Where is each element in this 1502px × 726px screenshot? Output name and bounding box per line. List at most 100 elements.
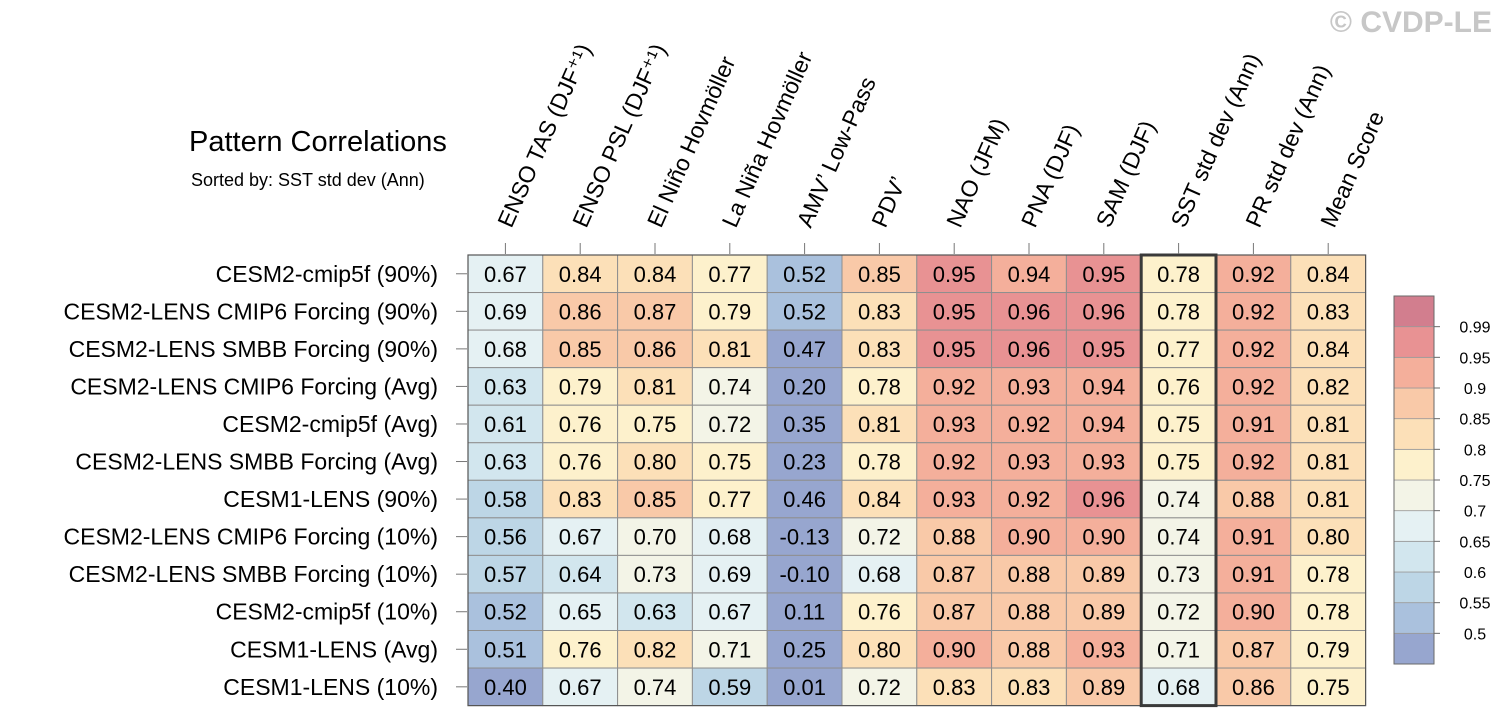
cell-value-label: 0.56	[484, 525, 527, 550]
cell-value-label: 0.23	[783, 450, 826, 475]
colorbar-tick-label: 0.75	[1459, 473, 1490, 490]
cell-value-label: 0.87	[933, 562, 976, 587]
row-label: CESM1-LENS (10%)	[223, 674, 438, 700]
colorbar-segment	[1393, 632, 1435, 665]
cell-value-label: 0.92	[1232, 374, 1275, 399]
cell-value-label: 0.79	[1307, 637, 1350, 662]
row-label: CESM2-LENS CMIP6 Forcing (10%)	[64, 524, 439, 550]
cell-value-label: 0.52	[783, 262, 826, 287]
heatmap-cell	[766, 667, 843, 707]
chart-title: Pattern Correlations	[189, 126, 447, 158]
cell-value-label: 0.73	[1157, 562, 1200, 587]
cell-value-label: 0.68	[858, 562, 901, 587]
heatmap-cell	[1140, 329, 1217, 369]
cell-value-label: 0.89	[1082, 675, 1125, 700]
cell-value-label: 0.01	[783, 675, 826, 700]
heatmap-cell	[1290, 404, 1367, 444]
heatmap-cell	[766, 479, 843, 519]
cell-value-label: 0.78	[1307, 562, 1350, 587]
heatmap-cell	[617, 630, 693, 669]
cell-value-label: 0.89	[1082, 600, 1125, 625]
cell-value-label: 0.73	[634, 562, 677, 587]
heatmap-cell	[841, 404, 918, 444]
column-label: AMV’ Low-Pass	[791, 73, 880, 231]
cell-value-label: 0.90	[1082, 525, 1125, 550]
heatmap-cell	[1215, 667, 1292, 707]
heatmap-cell	[1290, 254, 1367, 294]
highlight-column-outline	[1139, 253, 1218, 708]
cell-value-label: 0.52	[783, 299, 826, 324]
cell-value-label: 0.90	[1232, 600, 1275, 625]
row-label: CESM2-cmip5f (90%)	[216, 261, 438, 287]
cell-value-label: 0.75	[708, 450, 751, 475]
cell-value-label: 0.85	[634, 487, 677, 512]
colorbar-segment	[1393, 295, 1435, 328]
copyright-watermark: © CVDP-LE	[1329, 6, 1492, 39]
cell-value-label: 0.64	[559, 562, 602, 587]
heatmap-cell	[1065, 592, 1142, 632]
heatmap-cell	[991, 517, 1067, 556]
cell-value-label: 0.80	[858, 637, 901, 662]
cell-value-label: 0.92	[1008, 487, 1051, 512]
cell-value-label: 0.83	[1008, 675, 1051, 700]
heatmap-cell	[467, 667, 544, 707]
cell-value-label: 0.92	[1232, 450, 1275, 475]
cell-value-label: 0.83	[559, 487, 602, 512]
heatmap-cell	[542, 479, 619, 519]
cell-value-label: 0.77	[1157, 337, 1200, 362]
cell-value-label: 0.81	[1307, 487, 1350, 512]
cell-value-label: 0.93	[1008, 450, 1051, 475]
colorbar-segment	[1393, 387, 1435, 420]
heatmap-cell	[916, 292, 993, 331]
cell-value-label: 0.83	[1307, 299, 1350, 324]
heatmap-cell	[1065, 292, 1142, 331]
heatmap-cell	[467, 329, 544, 369]
heatmap-cell	[691, 442, 768, 481]
cell-value-label: 0.90	[933, 637, 976, 662]
cell-value-label: 0.68	[1157, 675, 1200, 700]
cell-value-label: 0.92	[1232, 337, 1275, 362]
colorbar-tick-label: 0.65	[1459, 534, 1490, 551]
heatmap-cell	[691, 404, 768, 444]
heatmap-cell	[1215, 292, 1292, 331]
cell-value-label: 0.67	[559, 525, 602, 550]
cell-value-label: 0.63	[634, 600, 677, 625]
heatmap-cell	[1215, 254, 1292, 294]
cell-value-label: 0.92	[933, 374, 976, 399]
cell-value-label: 0.76	[1157, 374, 1200, 399]
colorbar-tick-label: 0.8	[1464, 442, 1486, 459]
row-label: CESM2-LENS CMIP6 Forcing (Avg)	[70, 373, 438, 399]
colorbar-segment	[1393, 540, 1435, 573]
cell-value-label: 0.86	[634, 337, 677, 362]
cell-value-label: 0.81	[708, 337, 751, 362]
cell-value-label: 0.96	[1008, 337, 1051, 362]
cell-value-label: 0.95	[933, 337, 976, 362]
cell-value-label: 0.86	[1232, 675, 1275, 700]
cell-value-label: 0.78	[1307, 600, 1350, 625]
cell-value-label: 0.68	[484, 337, 527, 362]
row-label: CESM2-LENS SMBB Forcing (Avg)	[75, 449, 438, 475]
heatmap-cell	[766, 404, 843, 444]
cell-value-label: 0.46	[783, 487, 826, 512]
heatmap-cell	[991, 442, 1067, 481]
cell-value-label: 0.69	[708, 562, 751, 587]
cell-value-label: 0.94	[1082, 412, 1125, 437]
heatmap-cell	[691, 517, 768, 556]
heatmap-cell	[841, 517, 918, 556]
heatmap-cell	[916, 630, 993, 669]
cell-value-label: 0.91	[1232, 562, 1275, 587]
heatmap-cell	[841, 367, 918, 406]
cell-value-label: 0.63	[484, 450, 527, 475]
cell-value-label: 0.82	[1307, 374, 1350, 399]
cell-value-label: 0.25	[783, 637, 826, 662]
heatmap-cell	[841, 554, 918, 594]
cell-value-label: 0.95	[1082, 262, 1125, 287]
cell-value-label: 0.81	[858, 412, 901, 437]
cell-value-label: 0.72	[858, 525, 901, 550]
heatmap-cell	[542, 592, 619, 632]
cell-value-label: 0.11	[784, 600, 825, 625]
cell-value-label: -0.13	[780, 525, 830, 550]
colorbar-segment	[1393, 448, 1435, 481]
row-label: CESM1-LENS (90%)	[223, 486, 438, 512]
